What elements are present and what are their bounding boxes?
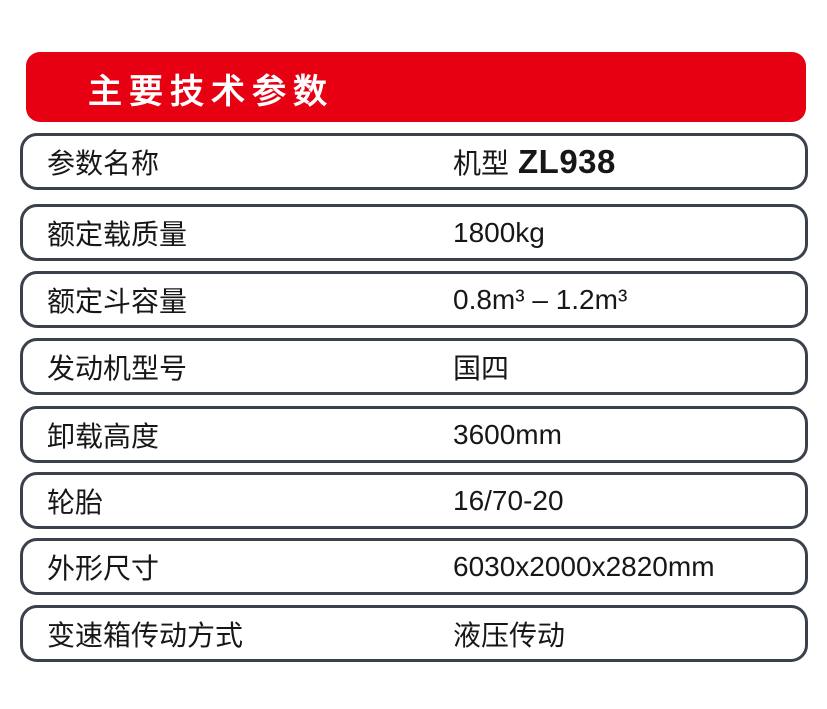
spec-label: 额定斗容量 <box>47 285 188 317</box>
spec-value: 0.8m³ – 1.2m³ <box>453 283 628 315</box>
spec-row-tires: 轮胎 16/70-20 <box>20 472 808 529</box>
spec-row-model: 参数名称 机型 ZL938 <box>20 133 808 190</box>
spec-label: 轮胎 <box>47 486 104 518</box>
spec-value: 液压传动 <box>453 619 566 651</box>
spec-value: 国四 <box>453 352 510 384</box>
spec-value: 3600mm <box>453 418 562 450</box>
spec-label: 外形尺寸 <box>47 552 160 584</box>
spec-row-dump-height: 卸载高度 3600mm <box>20 406 808 463</box>
spec-value: 1800kg <box>453 216 545 248</box>
spec-value: 16/70-20 <box>453 484 564 516</box>
spec-label: 发动机型号 <box>47 352 188 384</box>
spec-label: 卸载高度 <box>47 420 160 452</box>
spec-value: 6030x2000x2820mm <box>453 550 715 582</box>
spec-row-overall-dimensions: 外形尺寸 6030x2000x2820mm <box>20 538 808 595</box>
spec-label: 额定载质量 <box>47 218 188 250</box>
model-prefix: 机型 <box>453 147 510 179</box>
spec-value: 机型 ZL938 <box>453 142 616 182</box>
spec-row-rated-load: 额定载质量 1800kg <box>20 204 808 261</box>
section-title: 主要技术参数 <box>88 73 334 111</box>
spec-row-transmission: 变速箱传动方式 液压传动 <box>20 605 808 662</box>
section-header-banner: 主要技术参数 <box>26 52 806 122</box>
model-code: ZL938 <box>518 142 616 180</box>
spec-row-bucket-capacity: 额定斗容量 0.8m³ – 1.2m³ <box>20 271 808 328</box>
spec-row-engine-model: 发动机型号 国四 <box>20 338 808 395</box>
spec-label: 参数名称 <box>47 147 160 179</box>
spec-label: 变速箱传动方式 <box>47 619 244 651</box>
